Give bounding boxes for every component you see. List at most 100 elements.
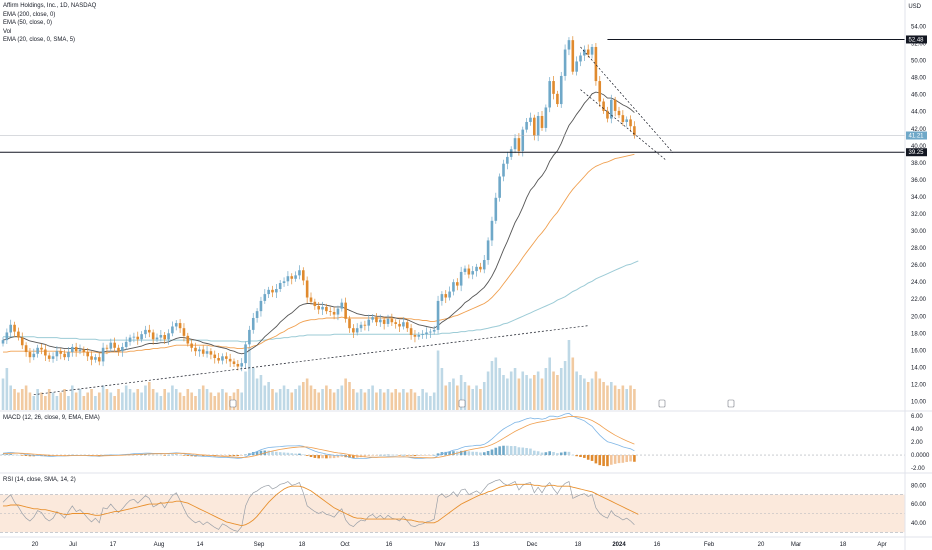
candle-body — [594, 46, 598, 82]
candle-body — [282, 281, 286, 284]
price-tag[interactable] — [906, 148, 927, 157]
volume-bar — [544, 368, 548, 410]
candle-body — [429, 331, 432, 333]
volume-bar — [594, 371, 598, 410]
earnings-marker[interactable] — [658, 399, 666, 408]
volume-bar — [552, 371, 555, 410]
price-tick-label: 24.00 — [911, 280, 927, 286]
macd-histogram-bar — [286, 452, 290, 456]
candle-body — [506, 156, 509, 164]
candle-body — [529, 117, 532, 122]
volume-bar — [221, 389, 224, 410]
currency-label[interactable]: USD — [908, 4, 921, 10]
candle-body — [117, 347, 120, 352]
macd-histogram-bar — [5, 454, 9, 456]
volume-bar — [155, 392, 159, 410]
volume-bar — [540, 378, 544, 410]
price-tag[interactable] — [906, 35, 927, 44]
candle-body — [390, 318, 394, 323]
macd-histogram-bar — [305, 455, 309, 456]
candle-body — [205, 351, 209, 354]
price-tag[interactable] — [906, 131, 927, 140]
volume-bar — [294, 389, 297, 410]
volume-bar — [409, 389, 413, 410]
volume-bar — [567, 340, 571, 410]
macd-histogram-bar — [405, 455, 409, 456]
volume-bar — [174, 389, 178, 410]
macd-histogram-bar — [282, 452, 286, 456]
macd-pane — [0, 412, 905, 467]
candle-body — [20, 337, 24, 346]
candle-body — [583, 49, 586, 56]
macd-histogram-bar — [463, 450, 467, 456]
macd-histogram-bar — [294, 453, 297, 456]
candle-body — [448, 291, 451, 298]
macd-histogram-bar — [101, 454, 105, 456]
candle-body — [402, 322, 405, 327]
macd-histogram-bar — [506, 445, 509, 456]
legend-ema20[interactable]: EMA (20, close, 0, SMA, 5) — [3, 37, 76, 44]
macd-histogram-bar — [248, 453, 251, 456]
macd-tick-label: 0.0000 — [911, 453, 930, 459]
volume-bar — [367, 389, 371, 410]
volume-bar — [382, 392, 386, 410]
legend-ema50[interactable]: EMA (50, close, 0) — [3, 20, 53, 27]
candle-body — [124, 341, 128, 347]
candle-body — [51, 356, 55, 359]
candle-body — [536, 116, 540, 136]
volume-bar — [371, 385, 374, 410]
earnings-marker[interactable] — [229, 399, 237, 408]
volume-bar — [44, 396, 47, 410]
volume-bar — [236, 389, 240, 410]
macd-histogram-bar — [586, 455, 590, 460]
candle-body — [425, 332, 428, 335]
candle-body — [494, 197, 498, 221]
volume-bar — [13, 389, 16, 410]
legend-ema200[interactable]: EMA (200, close, 0) — [3, 11, 56, 18]
time-tick-label: Mar — [791, 542, 801, 548]
rsi-legend[interactable]: RSI (14, close, SMA, 14, 2) — [3, 477, 76, 483]
macd-histogram-bar — [540, 452, 544, 456]
support-trendline[interactable] — [33, 325, 589, 396]
volume-bar — [251, 368, 255, 410]
volume-bar — [74, 392, 78, 410]
candle-body — [163, 335, 166, 340]
volume-bar — [113, 396, 116, 410]
wedge-upper-line[interactable] — [580, 46, 674, 153]
volume-bar — [321, 389, 324, 410]
macd-legend[interactable]: MACD (12, 26, close, 9, EMA, EMA) — [3, 415, 100, 421]
earnings-marker[interactable] — [727, 399, 735, 408]
volume-bar — [359, 389, 363, 410]
volume-bar — [363, 392, 367, 410]
candle-body — [201, 349, 205, 354]
candle-body — [467, 268, 471, 275]
time-tick-label: 2024 — [612, 542, 626, 548]
volume-bar — [521, 371, 525, 410]
macd-histogram-bar — [375, 455, 378, 456]
macd-histogram-bar — [571, 454, 575, 456]
candle-body — [159, 335, 163, 338]
candle-body — [613, 99, 617, 111]
candle-body — [405, 322, 409, 329]
macd-histogram-bar — [148, 454, 151, 456]
macd-histogram-bar — [409, 455, 413, 456]
volume-bar — [225, 392, 228, 410]
volume-bar — [263, 385, 267, 410]
volume-bar — [47, 389, 51, 410]
macd-histogram-bar — [432, 454, 436, 456]
macd-histogram-bar — [382, 454, 386, 456]
macd-histogram-bar — [367, 455, 371, 456]
macd-histogram-bar — [244, 454, 247, 456]
time-tick-label: 20 — [32, 542, 39, 548]
candle-body — [509, 149, 513, 157]
macd-histogram-bar — [9, 454, 12, 456]
candle-body — [86, 352, 89, 357]
time-tick-label: 16 — [386, 542, 393, 548]
candle-body — [313, 301, 317, 307]
earnings-marker[interactable] — [458, 399, 466, 408]
volume-bar — [32, 396, 36, 410]
candle-body — [533, 117, 536, 136]
legend-vol[interactable]: Vol — [3, 28, 12, 35]
macd-histogram-bar — [559, 452, 563, 456]
volume-bar — [402, 389, 405, 410]
